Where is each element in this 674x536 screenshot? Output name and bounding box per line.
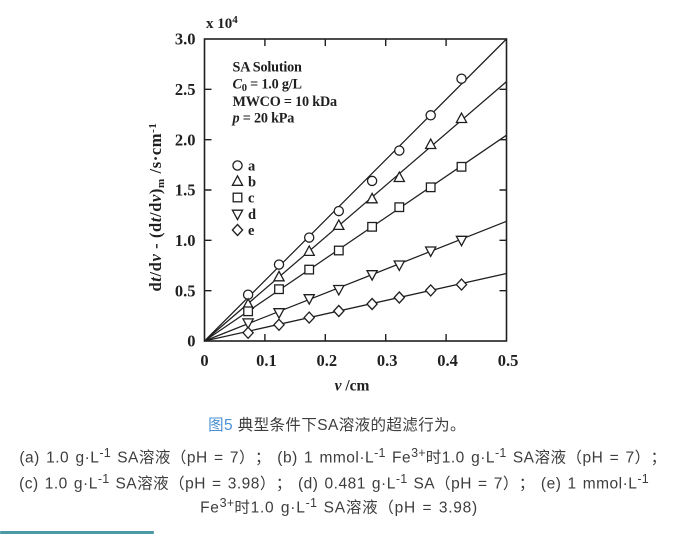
svg-text:dt/dv - (dt/dv)m /s·cm-1: dt/dv - (dt/dv)m /s·cm-1 [146,123,167,292]
svg-text:0.5: 0.5 [498,351,519,370]
svg-text:C0 = 1.0 g/L: C0 = 1.0 g/L [233,77,302,95]
svg-text:1.5: 1.5 [175,181,196,200]
svg-text:a: a [248,159,256,175]
svg-text:c: c [248,191,255,207]
svg-text:0.2: 0.2 [316,351,337,370]
svg-text:e: e [248,223,255,239]
svg-text:x 104: x 104 [206,14,238,32]
svg-text:0.1: 0.1 [256,351,277,370]
svg-text:0: 0 [187,332,195,351]
svg-text:b: b [248,175,256,191]
svg-text:d: d [248,207,256,223]
svg-text:0.5: 0.5 [175,281,196,300]
svg-text:1.0: 1.0 [175,231,196,250]
svg-text:MWCO = 10 kDa: MWCO = 10 kDa [233,94,338,110]
svg-text:0.4: 0.4 [437,351,458,370]
svg-text:p = 20 kPa: p = 20 kPa [231,111,295,127]
svg-text:SA Solution: SA Solution [233,60,302,76]
svg-text:2.0: 2.0 [175,130,196,149]
svg-text:0: 0 [200,351,208,370]
svg-text:3.0: 3.0 [175,30,196,49]
svg-text:v /cm: v /cm [335,378,370,395]
svg-text:2.5: 2.5 [175,80,196,99]
svg-text:0.3: 0.3 [377,351,398,370]
